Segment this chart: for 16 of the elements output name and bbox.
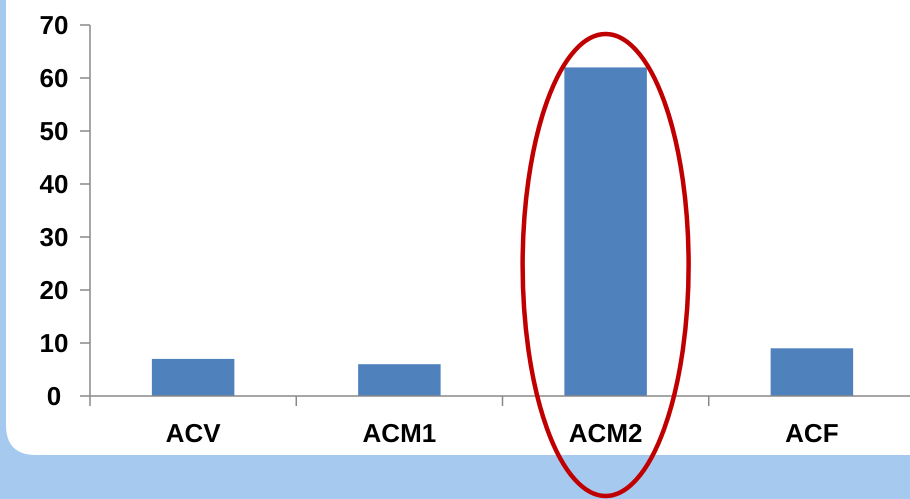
y-tick-label: 60 — [40, 63, 68, 94]
y-tick-label: 30 — [40, 222, 68, 252]
x-tick-label: ACM2 — [568, 418, 642, 448]
y-tick-label: 40 — [40, 169, 68, 200]
x-tick-label: ACF — [785, 418, 839, 448]
bar — [358, 364, 441, 396]
bar — [770, 348, 854, 396]
y-tick-label: 50 — [40, 116, 68, 146]
y-tick-label: 0 — [46, 381, 62, 412]
y-tick-label: 20 — [40, 275, 68, 306]
bar — [564, 67, 647, 396]
x-tick-label: ACM1 — [362, 418, 436, 448]
bar — [152, 358, 234, 396]
y-tick-label: 70 — [40, 10, 68, 40]
y-tick-label: 10 — [40, 328, 68, 358]
x-tick-label: ACV — [166, 418, 222, 448]
